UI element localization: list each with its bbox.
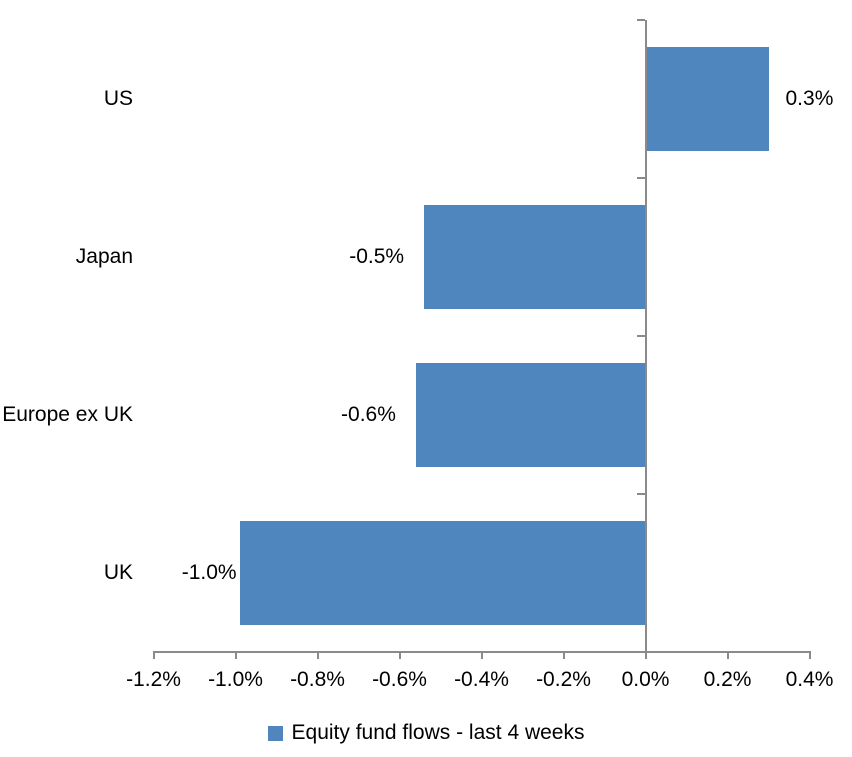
x-tick-label-3: -0.6%	[372, 668, 427, 691]
x-tick-label-0: -1.2%	[126, 668, 181, 691]
category-label-uk: UK	[103, 560, 133, 584]
data-label-us: 0.3%	[785, 86, 834, 110]
x-axis-line	[152, 650, 811, 653]
axis-tick	[636, 334, 645, 337]
legend: Equity fund flows - last 4 weeks	[0, 720, 852, 746]
category-label-japan: Japan	[75, 244, 133, 268]
axis-tick	[152, 652, 155, 659]
axis-tick	[726, 652, 729, 659]
category-label-europe-ex-uk: Europe ex UK	[2, 402, 133, 426]
data-label-europe-ex-uk: -0.6%	[341, 402, 396, 426]
axis-tick	[316, 652, 319, 659]
axis-tick	[644, 652, 647, 659]
bar-japan	[424, 204, 646, 309]
axis-tick	[234, 652, 237, 659]
bar-uk	[239, 520, 646, 625]
legend-label: Equity fund flows - last 4 weeks	[291, 721, 585, 744]
axis-tick	[636, 650, 645, 653]
axis-tick	[636, 19, 645, 21]
x-tick-label-6: 0.0%	[621, 668, 670, 691]
category-label-us: US	[103, 86, 133, 110]
axis-tick	[808, 652, 811, 659]
x-tick-label-4: -0.4%	[454, 668, 509, 691]
bar-us	[645, 46, 769, 151]
axis-tick	[562, 652, 565, 659]
axis-tick	[636, 176, 645, 179]
data-label-uk: -1.0%	[181, 560, 237, 584]
axis-tick	[398, 652, 401, 659]
axis-tick	[636, 492, 645, 495]
axis-tick	[480, 652, 483, 659]
legend-swatch-icon	[267, 725, 283, 741]
data-label-japan: -0.5%	[349, 244, 405, 268]
x-tick-label-8: 0.4%	[785, 668, 834, 691]
x-tick-label-7: 0.2%	[703, 668, 752, 691]
x-tick-label-5: -0.2%	[536, 668, 591, 691]
x-tick-label-2: -0.8%	[290, 668, 345, 691]
x-tick-label-1: -1.0%	[208, 668, 263, 691]
bar-europe-ex-uk	[415, 362, 646, 467]
y-axis-line	[644, 20, 647, 654]
